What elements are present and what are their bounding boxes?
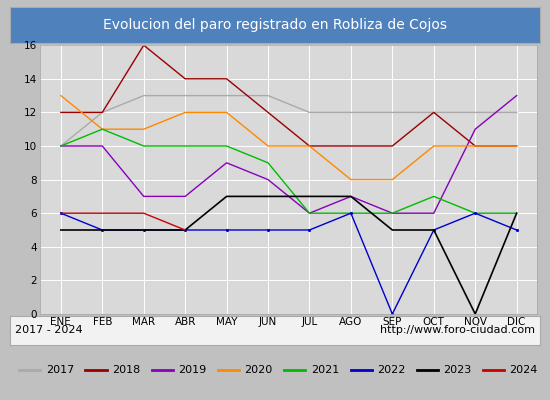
Text: 2019: 2019	[178, 365, 206, 375]
Text: 2021: 2021	[311, 365, 339, 375]
Text: http://www.foro-ciudad.com: http://www.foro-ciudad.com	[380, 326, 535, 335]
Text: 2017: 2017	[46, 365, 74, 375]
Text: 2024: 2024	[510, 365, 538, 375]
Text: 2023: 2023	[443, 365, 471, 375]
Text: 2018: 2018	[112, 365, 140, 375]
Text: 2017 - 2024: 2017 - 2024	[15, 326, 83, 335]
Text: 2022: 2022	[377, 365, 405, 375]
Text: 2020: 2020	[245, 365, 273, 375]
Text: Evolucion del paro registrado en Robliza de Cojos: Evolucion del paro registrado en Robliza…	[103, 18, 447, 32]
